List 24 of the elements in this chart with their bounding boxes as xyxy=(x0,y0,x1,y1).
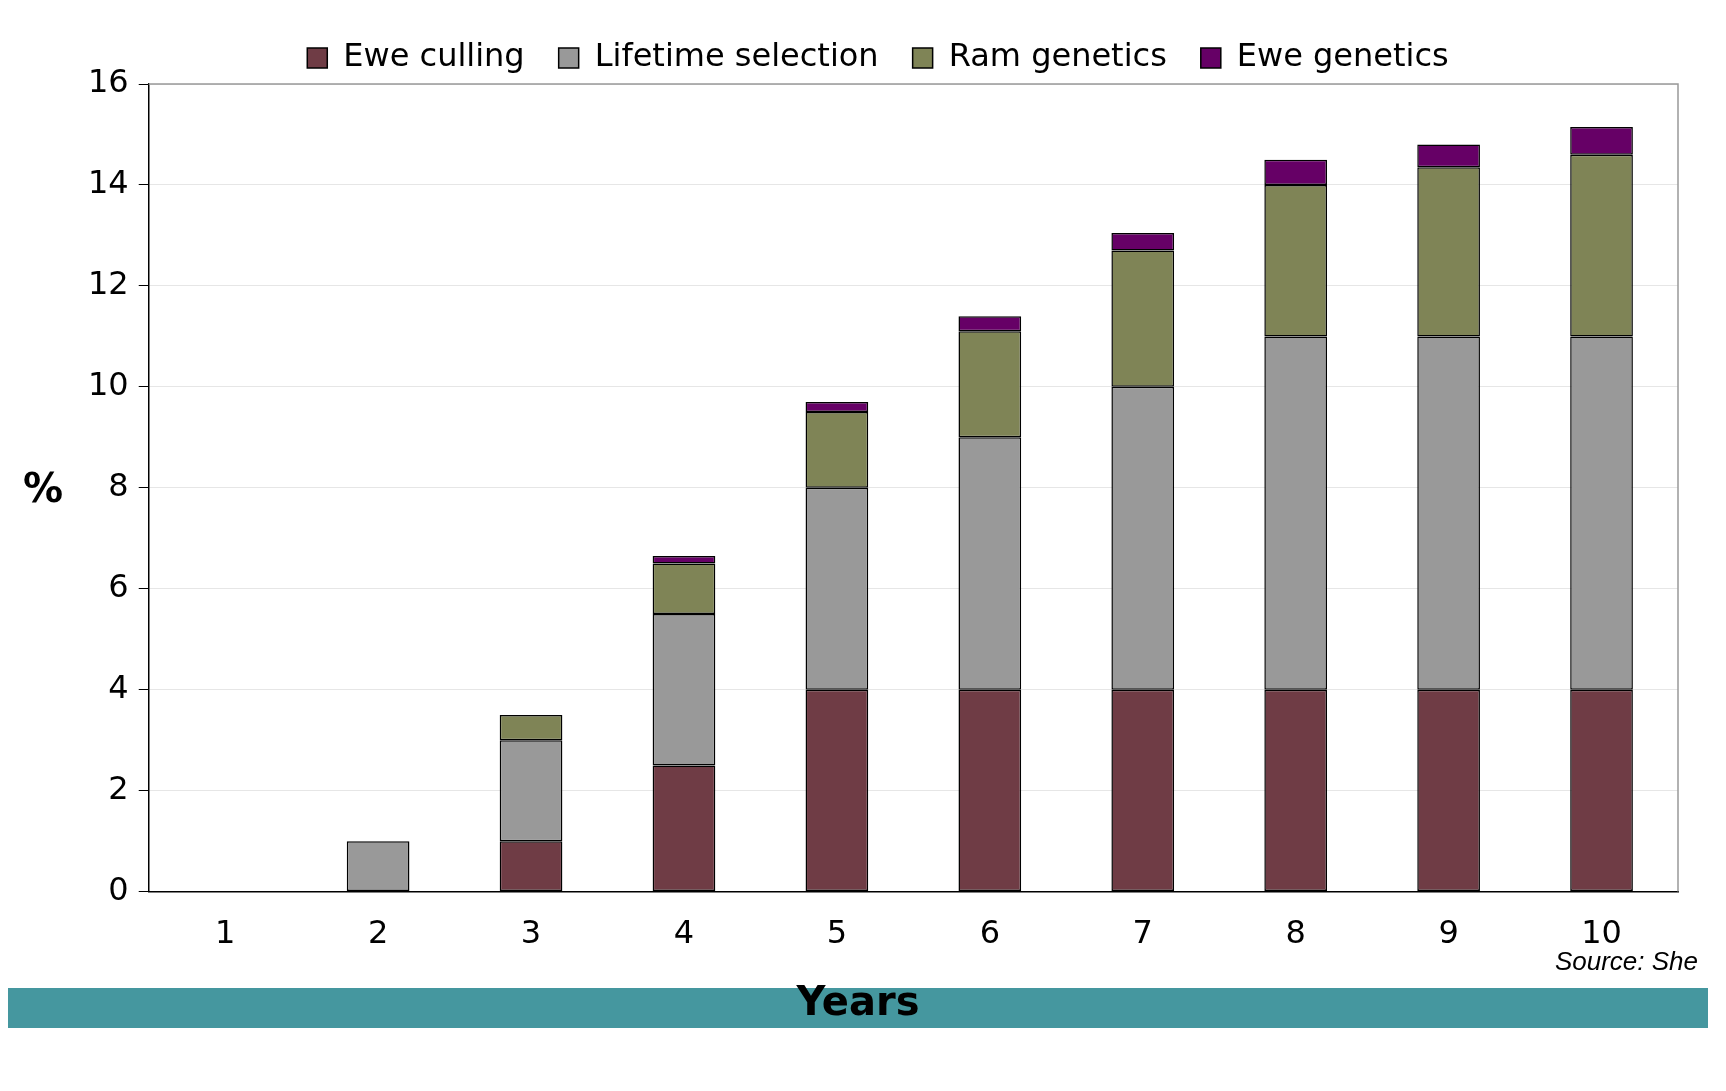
x-tick-label: 2 xyxy=(367,913,389,952)
x-tick-label: 1 xyxy=(215,913,236,952)
y-tick-label: 10 xyxy=(88,365,129,404)
y-tick-label: 0 xyxy=(108,869,129,908)
y-tick-label: 14 xyxy=(88,163,129,202)
x-tick-label: 3 xyxy=(520,913,542,952)
legend-label: Ewe culling xyxy=(343,36,525,75)
x-tick-label: 8 xyxy=(1285,913,1306,952)
x-tick-label: 4 xyxy=(673,913,695,952)
x-tick-label: 6 xyxy=(979,913,1000,952)
x-tick-label: 5 xyxy=(826,913,848,952)
y-tick-label: 16 xyxy=(88,62,129,101)
x-tick-label: 7 xyxy=(1132,913,1153,952)
legend-label: Ram genetics xyxy=(948,36,1167,75)
x-tick-label: 9 xyxy=(1438,913,1459,952)
y-tick-label: 2 xyxy=(108,768,129,807)
legend-label: Ewe genetics xyxy=(1236,36,1449,75)
x-axis-title: Years xyxy=(795,978,921,1024)
y-tick-label: 8 xyxy=(108,466,129,505)
y-tick-label: 12 xyxy=(88,264,129,303)
y-tick-label: 4 xyxy=(108,668,129,707)
y-axis-title: % xyxy=(21,465,65,511)
y-tick-label: 6 xyxy=(108,567,129,606)
legend-label: Lifetime selection xyxy=(594,36,879,75)
